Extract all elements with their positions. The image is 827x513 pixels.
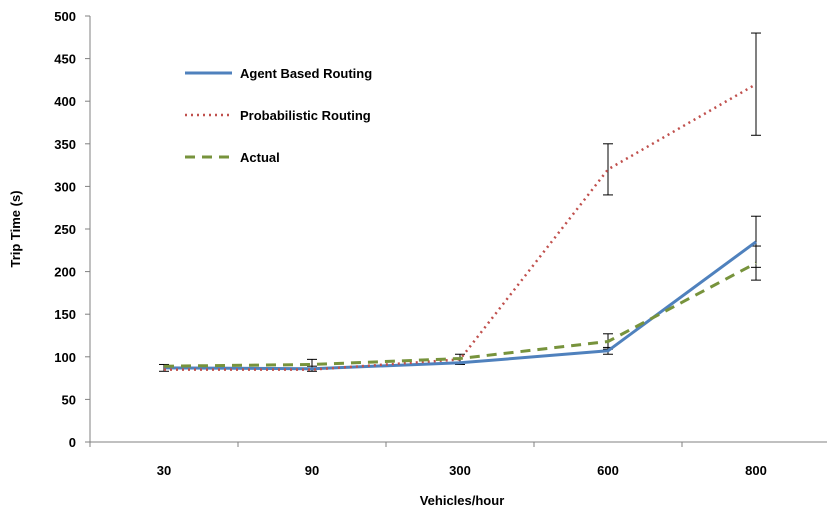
legend: Agent Based Routing Probabilistic Routing…: [185, 66, 372, 165]
series-line-0: [163, 240, 757, 371]
y-tick-label: 200: [54, 265, 76, 280]
series-lines: [163, 83, 757, 371]
legend-label: Agent Based Routing: [240, 66, 372, 81]
y-tick-label: 400: [54, 94, 76, 109]
y-tick-label: 500: [54, 9, 76, 24]
y-tick-label: 150: [54, 307, 76, 322]
y-tick-label: 100: [54, 350, 76, 365]
x-axis-title: Vehicles/hour: [420, 493, 505, 508]
error-bars: [159, 32, 761, 372]
x-tick-label: 800: [745, 463, 767, 478]
y-tick-label: 450: [54, 52, 76, 67]
y-axis-title: Trip Time (s): [8, 190, 23, 267]
series-line-2: [163, 261, 757, 368]
x-tick-label: 600: [597, 463, 619, 478]
y-tick-label: 50: [62, 392, 76, 407]
legend-label: Actual: [240, 150, 280, 165]
y-tick-label: 250: [54, 222, 76, 237]
legend-label: Probabilistic Routing: [240, 108, 371, 123]
y-tick-label: 350: [54, 137, 76, 152]
error-bar: [751, 32, 761, 136]
error-bar: [751, 245, 761, 281]
x-axis: 30 90 300 600 800: [89, 441, 827, 478]
error-bar: [603, 143, 613, 196]
x-tick-label: 90: [305, 463, 319, 478]
y-tick-label: 300: [54, 179, 76, 194]
x-tick-label: 300: [449, 463, 471, 478]
y-axis: 0 50 100 150 200 250 300 350 400 450 500: [54, 9, 91, 450]
y-tick-label: 0: [69, 435, 76, 450]
series-line-1: [164, 83, 757, 371]
x-tick-label: 30: [157, 463, 171, 478]
